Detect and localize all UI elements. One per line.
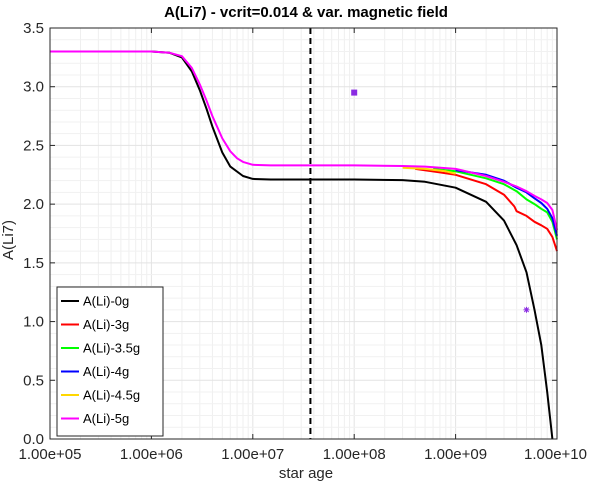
legend-label: A(Li)-0g	[83, 294, 129, 309]
plot-frame	[49, 27, 558, 440]
x-tick-label: 1.00e+09	[424, 446, 487, 463]
y-tick-label: 2.5	[23, 137, 44, 154]
legend-label: A(Li)-4g	[83, 364, 129, 379]
legend-box	[56, 286, 164, 437]
x-tick-label: 1.00e+07	[221, 446, 284, 463]
x-tick-label: 1.00e+10	[524, 446, 587, 463]
legend-label: A(Li)-3g	[83, 317, 129, 332]
series-line-5	[50, 50, 558, 231]
y-tick-label: 0.0	[23, 431, 44, 448]
legend-label: A(Li)-3.5g	[83, 341, 140, 356]
legend-label: A(Li)-5g	[83, 411, 129, 426]
x-tick-label: 1.00e+06	[120, 446, 183, 463]
y-tick-label: 3.0	[23, 79, 44, 96]
star-marker	[523, 306, 530, 313]
y-axis-title: A(Li7)	[0, 220, 17, 260]
x-tick-label: 1.00e+08	[323, 446, 386, 463]
series-line-0	[50, 50, 554, 440]
x-axis-title: star age	[279, 465, 333, 481]
series-line-2	[432, 167, 558, 240]
y-tick-label: 1.0	[23, 314, 44, 331]
series-line-4	[402, 166, 456, 175]
annotations	[309, 28, 530, 439]
data-series	[50, 50, 558, 440]
y-tick-label: 1.5	[23, 255, 44, 272]
square-marker	[351, 89, 358, 96]
series-line-3	[455, 169, 558, 237]
legend-label: A(Li)-4.5g	[83, 388, 140, 403]
axis-ticks: 1.00e+05 1.00e+06 1.00e+07 1.00e+08 1.00e+09…	[19, 20, 587, 463]
y-tick-label: 2.0	[23, 196, 44, 213]
series-line-1	[415, 167, 558, 252]
y-tick-label: 0.5	[23, 372, 44, 389]
star-marker-stroke	[523, 307, 530, 313]
legend: A(Li)-0g A(Li)-3g A(Li)-3.5g A(Li)-4g A(Li)-…	[56, 286, 164, 437]
y-tick-label: 3.5	[23, 20, 44, 37]
chart-title: A(Li7) - vcrit=0.014 & var. magnetic fie…	[164, 4, 448, 21]
x-tick-label: 1.00e+05	[19, 446, 82, 463]
